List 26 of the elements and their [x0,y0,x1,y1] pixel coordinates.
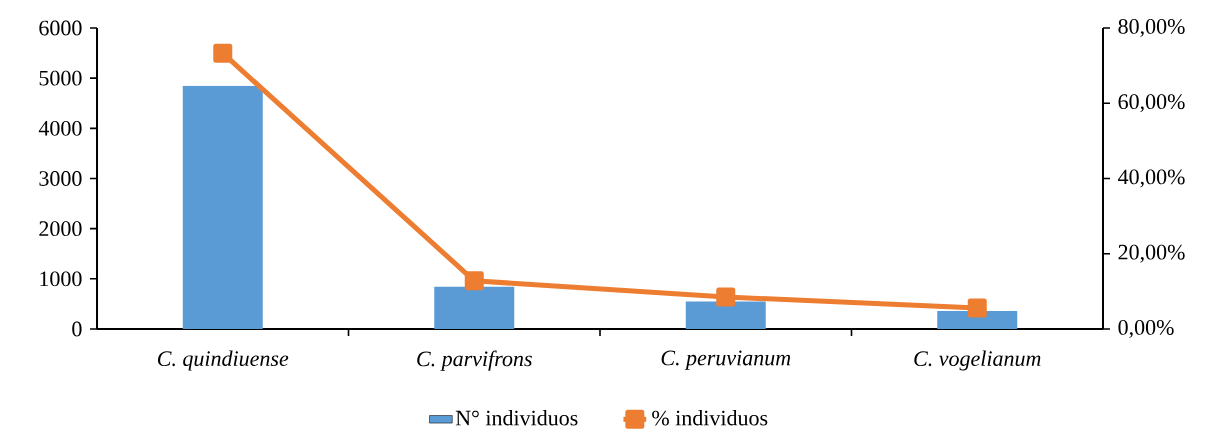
y-tick-label: 0 [72,321,82,337]
legend-label: N° individuos [455,410,578,426]
y-tick-label: 6000 [39,20,82,36]
y2-tick-label: 80,00% [1118,18,1185,38]
y-tick-label: 4000 [38,120,82,136]
point [967,298,987,318]
x-tick-label: C. peruvianum [661,350,791,370]
legend-label: % individuos [652,410,768,426]
point [716,287,736,307]
y2-tick-label: 20,00% [1118,244,1185,263]
y2-tick-label: 60,00% [1118,94,1185,113]
point [464,271,484,291]
x-tick-label: C. vogelianum [914,350,1041,371]
y-tick-label: 5000 [39,70,82,86]
y-tick-label: 1000 [40,271,82,287]
x-tick-label: C. parvifrons [417,350,532,371]
point [213,43,233,63]
y-tick-label: 3000 [39,171,82,186]
y2-tick-label: 0,00% [1118,319,1174,338]
bar [937,310,1018,329]
bar [685,301,766,329]
y-tick-label: 2000 [39,221,82,237]
bar [434,286,515,329]
x-tick-label: C. quindiuense [158,350,289,371]
bar [182,85,263,329]
y2-tick-label: 40,00% [1118,169,1185,188]
